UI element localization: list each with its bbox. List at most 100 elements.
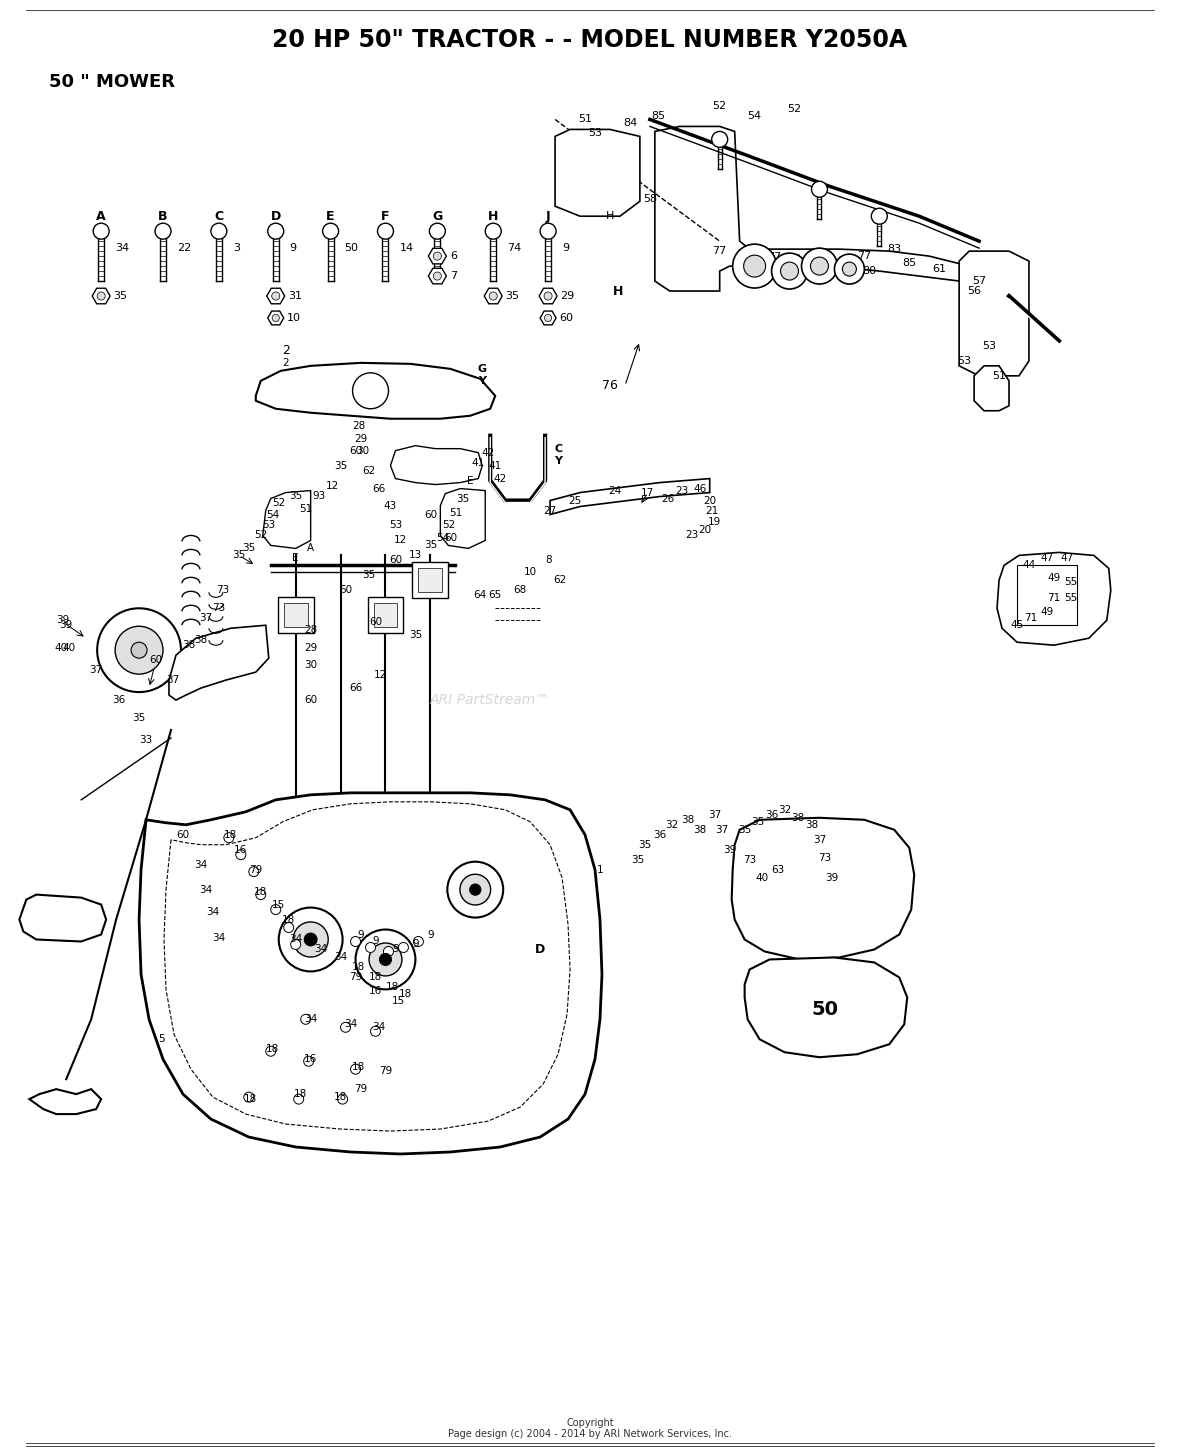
- Text: 43: 43: [384, 500, 398, 510]
- Polygon shape: [550, 478, 709, 515]
- Text: 2: 2: [282, 358, 289, 368]
- Text: 42: 42: [481, 448, 494, 458]
- Circle shape: [93, 222, 109, 238]
- Text: 34: 34: [289, 935, 302, 945]
- Text: 18: 18: [244, 1093, 257, 1104]
- Text: 30: 30: [304, 660, 317, 670]
- Text: 17: 17: [641, 487, 655, 497]
- Text: 18: 18: [282, 915, 295, 925]
- Circle shape: [350, 1064, 361, 1075]
- Circle shape: [447, 862, 503, 917]
- Text: 35: 35: [362, 570, 375, 580]
- Text: 62: 62: [553, 576, 566, 586]
- Text: 53: 53: [982, 340, 996, 350]
- Text: F: F: [381, 209, 389, 222]
- Text: 42: 42: [493, 474, 507, 484]
- Text: D: D: [535, 944, 545, 955]
- Text: 61: 61: [932, 265, 946, 275]
- Text: 34: 34: [372, 1022, 385, 1032]
- Text: 35: 35: [334, 461, 347, 471]
- Circle shape: [301, 1015, 310, 1024]
- Text: 38: 38: [791, 813, 804, 823]
- Text: 16: 16: [304, 1054, 317, 1064]
- Text: 33: 33: [139, 734, 152, 744]
- Circle shape: [341, 1022, 350, 1032]
- Text: 35: 35: [289, 490, 302, 500]
- Text: 51: 51: [448, 507, 461, 518]
- Circle shape: [355, 929, 415, 989]
- Text: 35: 35: [424, 541, 437, 551]
- Text: 35: 35: [750, 817, 765, 827]
- Text: 51: 51: [578, 115, 592, 125]
- Text: 64: 64: [473, 590, 487, 601]
- Text: 60: 60: [176, 830, 190, 840]
- Text: 85: 85: [903, 259, 917, 268]
- Polygon shape: [428, 249, 446, 263]
- Circle shape: [266, 1047, 276, 1056]
- Text: 39: 39: [57, 615, 70, 625]
- Circle shape: [97, 292, 105, 300]
- Text: 60: 60: [444, 534, 457, 544]
- Text: E: E: [293, 554, 299, 563]
- Text: 24: 24: [609, 486, 622, 496]
- Text: 52: 52: [273, 497, 286, 507]
- Text: 49: 49: [1048, 573, 1061, 583]
- Text: 20: 20: [699, 525, 712, 535]
- Text: A: A: [97, 209, 106, 222]
- Text: 66: 66: [349, 683, 362, 694]
- Text: 28: 28: [352, 420, 365, 430]
- Circle shape: [236, 849, 245, 859]
- Circle shape: [294, 1093, 303, 1104]
- Text: 29: 29: [304, 643, 317, 653]
- Text: 12: 12: [326, 481, 339, 490]
- Circle shape: [278, 907, 342, 971]
- Text: 5: 5: [158, 1034, 164, 1044]
- Polygon shape: [484, 288, 503, 304]
- Text: 83: 83: [887, 244, 902, 254]
- Circle shape: [544, 314, 552, 321]
- Text: 85: 85: [651, 112, 664, 122]
- Text: 63: 63: [771, 865, 785, 875]
- Text: 16: 16: [234, 845, 248, 855]
- Circle shape: [270, 904, 281, 915]
- Text: 35: 35: [408, 630, 422, 640]
- Text: 9: 9: [392, 945, 399, 954]
- Polygon shape: [539, 288, 557, 304]
- Text: 39: 39: [60, 621, 73, 630]
- Text: 68: 68: [513, 586, 526, 595]
- Text: 3: 3: [232, 243, 240, 253]
- Circle shape: [97, 608, 181, 692]
- Text: 18: 18: [369, 973, 382, 983]
- Polygon shape: [975, 366, 1009, 410]
- Text: 18: 18: [386, 983, 399, 993]
- Text: 34: 34: [199, 884, 212, 894]
- Text: Y: Y: [478, 375, 486, 385]
- Text: 26: 26: [661, 493, 675, 503]
- Circle shape: [244, 1092, 254, 1102]
- Text: 19: 19: [708, 518, 721, 528]
- Text: 29: 29: [560, 291, 575, 301]
- Text: 77: 77: [767, 252, 781, 262]
- Circle shape: [366, 942, 375, 952]
- Circle shape: [337, 1093, 348, 1104]
- Text: 39: 39: [723, 845, 736, 855]
- Text: E: E: [467, 475, 473, 486]
- Text: ARI PartStream™: ARI PartStream™: [431, 694, 550, 707]
- Text: G: G: [432, 209, 442, 222]
- Polygon shape: [428, 269, 446, 284]
- Text: H: H: [489, 209, 498, 222]
- Text: 32: 32: [666, 820, 678, 830]
- Circle shape: [812, 182, 827, 198]
- Text: 35: 35: [132, 712, 145, 723]
- Text: 66: 66: [372, 484, 385, 493]
- Text: 60: 60: [559, 313, 573, 323]
- Text: 60: 60: [304, 695, 317, 705]
- Text: 71: 71: [1024, 614, 1037, 624]
- Text: 79: 79: [249, 865, 262, 875]
- Polygon shape: [959, 252, 1029, 375]
- Circle shape: [303, 1056, 314, 1066]
- Circle shape: [485, 222, 502, 238]
- Bar: [283, 603, 308, 627]
- Polygon shape: [256, 364, 496, 419]
- Text: 34: 34: [334, 952, 347, 963]
